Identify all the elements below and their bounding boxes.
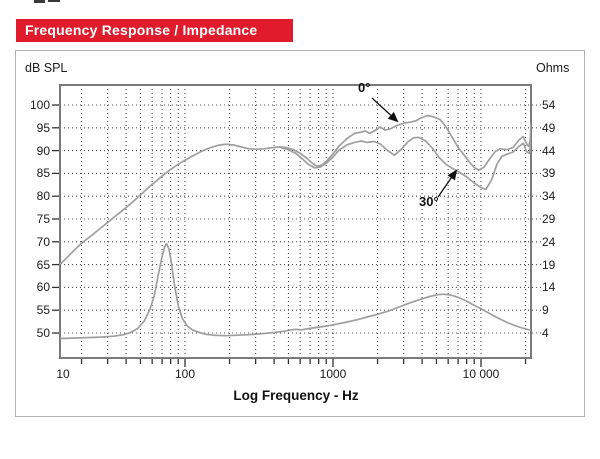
y-right-tick-label: 54 (542, 98, 556, 112)
y-right-tick-label: 29 (542, 212, 556, 226)
y-left-tick-label: 50 (36, 326, 50, 340)
y-left-tick-label: 100 (29, 98, 50, 112)
page-edge-artifact (48, 0, 60, 2)
curve-label-30deg: 30° (419, 194, 439, 209)
y-axis-left-title: dB SPL (25, 61, 68, 75)
y-left-tick-label: 55 (36, 303, 50, 318)
curve-label-0deg: 0° (358, 80, 371, 95)
y-right-tick-label: 4 (542, 326, 549, 340)
y-right-tick-label: 34 (542, 189, 556, 204)
y-left-tick-label: 75 (36, 212, 50, 226)
y-right-tick-label: 44 (542, 143, 556, 158)
y-left-tick-label: 80 (36, 189, 50, 204)
chart-outer-box (15, 50, 585, 417)
page-edge-artifact (34, 0, 45, 3)
y-right-tick-label: 19 (542, 257, 556, 272)
y-left-tick-label: 95 (36, 120, 50, 135)
x-tick-label: 100 (174, 367, 196, 381)
y-left-tick-label: 65 (36, 257, 50, 272)
y-right-tick-label: 9 (542, 303, 549, 318)
x-axis-title: Log Frequency - Hz (233, 388, 359, 403)
y-left-tick-label: 60 (36, 280, 50, 295)
y-right-tick-label: 39 (542, 166, 556, 181)
y-right-tick-label: 14 (542, 280, 556, 295)
x-tick-label: 10 (56, 367, 70, 381)
x-tick-label: 1000 (319, 367, 347, 381)
y-axis-right-title: Ohms (536, 61, 570, 75)
y-right-tick-label: 24 (542, 234, 556, 249)
y-left-tick-label: 70 (36, 234, 50, 249)
y-right-tick-label: 49 (542, 120, 556, 135)
y-left-tick-label: 85 (36, 166, 50, 181)
section-header-banner: Frequency Response / Impedance (16, 19, 293, 42)
y-left-tick-label: 90 (36, 143, 50, 158)
section-title: Frequency Response / Impedance (25, 22, 258, 38)
x-tick-label: 10 000 (462, 367, 500, 381)
